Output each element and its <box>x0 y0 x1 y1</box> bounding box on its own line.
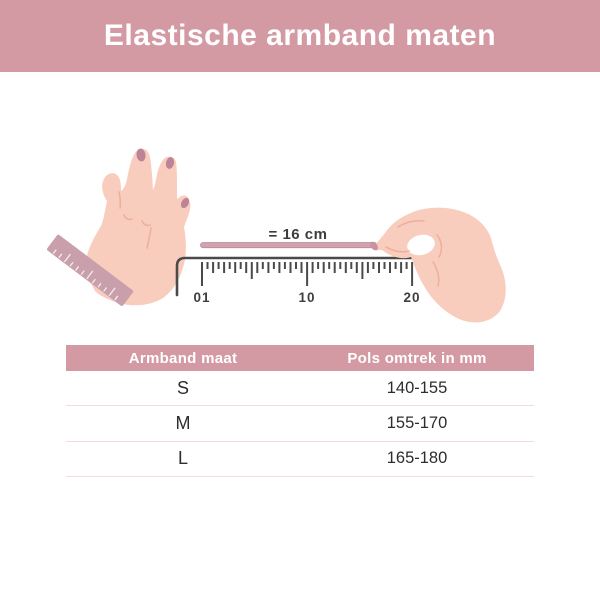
table-row-s: S 140-155 <box>66 371 534 407</box>
column-header-size: Armband maat <box>128 349 238 367</box>
size-value: S <box>176 377 189 398</box>
size-value: L <box>177 448 188 469</box>
size-table: Armband maat Pols omtrek in mm S 140-155… <box>66 345 534 477</box>
size-value: M <box>175 412 191 433</box>
measure-length-label: = 16 cm <box>269 226 328 243</box>
hand-with-wrist-tape-icon <box>47 148 191 306</box>
fingernail <box>165 157 175 169</box>
range-value: 165-180 <box>386 449 448 468</box>
wrist-tape-ticks <box>52 249 119 301</box>
table-row-m: M 155-170 <box>66 406 534 442</box>
table-row-l: L 165-180 <box>66 442 534 477</box>
range-value: 155-170 <box>386 413 448 432</box>
thumbnail <box>370 241 378 251</box>
wrist-tape-icon <box>47 234 134 306</box>
measuring-tape-icon <box>200 242 378 249</box>
ruler-tick-label: 10 <box>298 290 315 305</box>
fingernail <box>136 148 146 162</box>
size-table-header: Armband maat Pols omtrek in mm <box>66 345 534 371</box>
fingernail <box>180 197 190 209</box>
ruler-tick-label: 20 <box>403 290 420 305</box>
page-title: Elastische armband maten <box>103 19 497 52</box>
column-header-circumference: Pols omtrek in mm <box>347 349 487 367</box>
ruler-icon: 01 10 20 <box>175 256 420 305</box>
pinching-hand-icon <box>370 207 506 323</box>
ruler-tick-label: 01 <box>193 290 210 305</box>
ruler-ticks <box>201 262 414 286</box>
range-value: 140-155 <box>386 378 448 397</box>
header-banner: Elastische armband maten <box>0 0 600 72</box>
